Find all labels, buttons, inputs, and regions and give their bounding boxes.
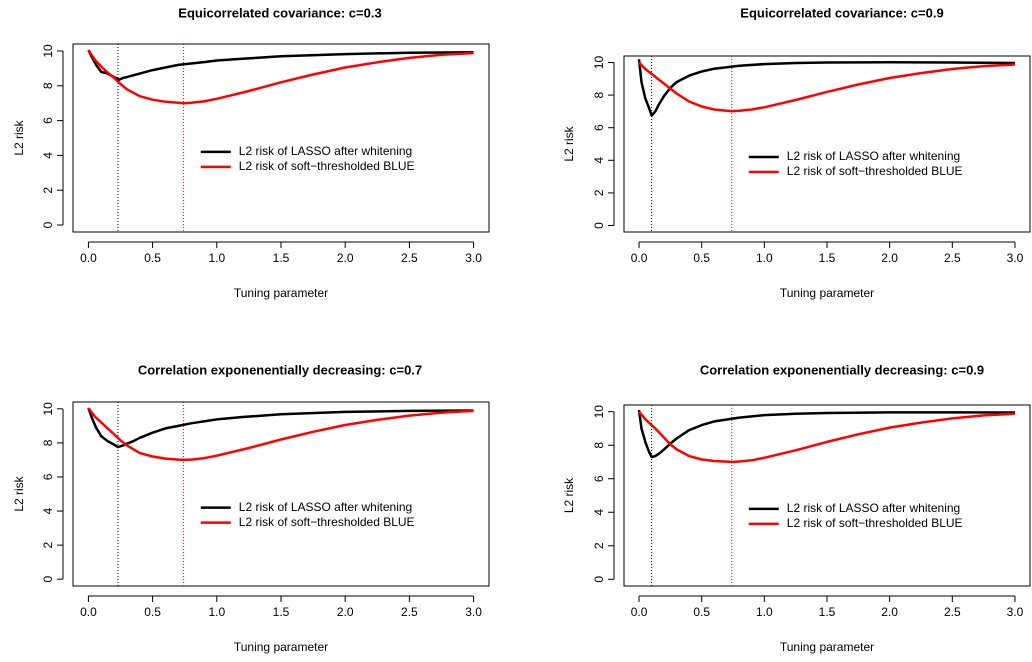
x-tick-label: 2.0	[881, 251, 898, 265]
x-tick-label: 0.5	[693, 605, 710, 619]
x-tick-label: 2.5	[944, 251, 961, 265]
chart-title: Equicorrelated covariance: c=0.3	[178, 5, 381, 20]
x-tick-label: 1.5	[273, 605, 290, 619]
legend-label: L2 risk of soft−thresholded BLUE	[787, 516, 963, 530]
y-tick-label: 4	[592, 509, 606, 516]
x-tick-label: 0.5	[144, 251, 161, 265]
x-axis-label: Tuning parameter	[780, 286, 874, 300]
x-tick-label: 2.0	[881, 605, 898, 619]
y-tick-label: 6	[41, 473, 55, 480]
y-tick-label: 8	[41, 439, 55, 446]
y-tick-label: 0	[592, 222, 606, 229]
y-tick-label: 2	[592, 542, 606, 549]
y-tick-label: 4	[41, 152, 55, 159]
y-tick-label: 8	[592, 91, 606, 98]
legend-label: L2 risk of LASSO after whitening	[239, 144, 412, 158]
y-tick-label: 10	[41, 44, 55, 58]
chart-panel-1: Equicorrelated covariance: c=0.3 0.0 0.5 1.…	[12, 5, 490, 300]
y-tick-label: 10	[592, 405, 606, 419]
series-line-lasso	[87, 49, 474, 81]
x-tick-label: 0.0	[631, 605, 648, 619]
y-tick-label: 6	[592, 475, 606, 482]
y-tick-label: 6	[592, 124, 606, 131]
y-tick-label: 2	[41, 187, 55, 194]
series-line-lasso	[87, 407, 474, 449]
x-tick-label: 0.5	[144, 605, 161, 619]
plot-frame	[72, 401, 490, 587]
y-tick-label: 2	[41, 541, 55, 548]
y-axis-label: L2 risk	[12, 475, 26, 511]
y-axis-label: L2 risk	[12, 119, 26, 155]
legend-label: L2 risk of LASSO after whitening	[787, 149, 960, 163]
y-tick-label: 6	[41, 117, 55, 124]
x-tick-label: 0.0	[80, 251, 97, 265]
plot-frame	[623, 55, 1031, 233]
x-tick-label: 2.0	[337, 605, 354, 619]
y-tick-label: 10	[592, 56, 606, 70]
x-axis-label: Tuning parameter	[234, 640, 328, 654]
x-tick-label: 3.0	[1007, 251, 1024, 265]
series-line-lasso	[637, 409, 1016, 459]
series-line-blue	[638, 61, 1016, 113]
x-axis-label: Tuning parameter	[234, 286, 328, 300]
x-tick-label: 0.5	[693, 251, 710, 265]
chart-title: Correlation exponenentially decreasing: …	[138, 362, 422, 377]
x-tick-label: 1.0	[756, 605, 773, 619]
series-line-blue	[87, 49, 474, 105]
y-axis-label: L2 risk	[562, 125, 576, 161]
x-tick-label: 1.0	[208, 251, 225, 265]
series-line-blue	[87, 407, 474, 462]
y-tick-label: 4	[41, 507, 55, 514]
y-tick-label: 8	[41, 82, 55, 89]
y-tick-label: 10	[41, 402, 55, 416]
chart-panel-3: Correlation exponenentially decreasing: …	[12, 362, 490, 654]
y-tick-label: 0	[41, 221, 55, 228]
series-line-lasso	[637, 59, 1016, 117]
y-tick-label: 8	[592, 442, 606, 449]
x-tick-label: 0.0	[631, 251, 648, 265]
plot-frame	[623, 404, 1031, 587]
x-tick-label: 1.0	[756, 251, 773, 265]
x-tick-label: 2.0	[337, 251, 354, 265]
x-tick-label: 1.5	[819, 605, 836, 619]
x-tick-label: 3.0	[465, 251, 482, 265]
y-tick-label: 0	[41, 576, 55, 583]
chart-panel-4: Correlation exponenentially decreasing: …	[562, 362, 1031, 654]
series-line-blue	[638, 410, 1016, 464]
chart-title: Correlation exponenentially decreasing: …	[700, 362, 984, 377]
y-tick-label: 4	[592, 157, 606, 164]
x-tick-label: 1.0	[208, 605, 225, 619]
plot-frame	[72, 43, 490, 233]
legend-label: L2 risk of LASSO after whitening	[787, 501, 960, 515]
x-tick-label: 2.5	[944, 605, 961, 619]
x-tick-label: 2.5	[401, 605, 418, 619]
legend-label: L2 risk of soft−thresholded BLUE	[239, 159, 415, 173]
chart-title: Equicorrelated covariance: c=0.9	[740, 5, 943, 20]
x-tick-label: 3.0	[465, 605, 482, 619]
legend-label: L2 risk of soft−thresholded BLUE	[787, 164, 963, 178]
legend-label: L2 risk of soft−thresholded BLUE	[239, 515, 415, 529]
legend-label: L2 risk of LASSO after whitening	[239, 500, 412, 514]
x-tick-label: 3.0	[1007, 605, 1024, 619]
y-tick-label: 2	[592, 189, 606, 196]
y-axis-label: L2 risk	[562, 477, 576, 513]
x-tick-label: 1.5	[273, 251, 290, 265]
x-tick-label: 2.5	[401, 251, 418, 265]
chart-panel-2: Equicorrelated covariance: c=0.9 0.0 0.5 1.…	[562, 5, 1031, 300]
y-tick-label: 0	[592, 576, 606, 583]
x-tick-label: 1.5	[819, 251, 836, 265]
x-axis-label: Tuning parameter	[780, 640, 874, 654]
x-tick-label: 0.0	[80, 605, 97, 619]
